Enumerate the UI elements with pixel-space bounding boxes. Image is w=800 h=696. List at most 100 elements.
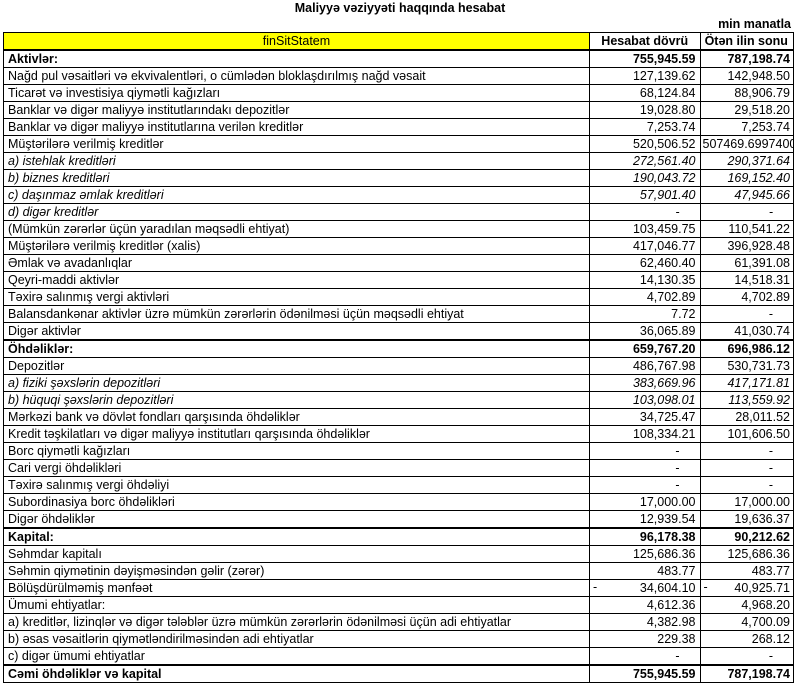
cell-value: 787,198.74 — [727, 666, 790, 681]
cell-value: 127,139.62 — [632, 68, 696, 83]
current-period-value: 4,702.89 — [588, 288, 701, 306]
current-period-value: - — [588, 459, 701, 477]
current-period-value: 520,506.52 — [588, 135, 701, 153]
negative-sign: - — [703, 580, 708, 595]
cell-value: 19,636.37 — [734, 511, 790, 526]
current-period-value: 7,253.74 — [588, 118, 701, 136]
current-period-value: 229.38 — [588, 630, 701, 648]
table-row: Mərkəzi bank və dövlət fondları qarşısın… — [3, 408, 794, 426]
cell-value: 68,124.84 — [639, 85, 696, 100]
previous-year-value: 787,198.74 — [699, 49, 794, 68]
row-label: Banklar və digər maliyyə institutlarına … — [3, 118, 590, 136]
previous-year-value: - 40,925.71 — [699, 579, 794, 597]
previous-year-value: 125,686.36 — [699, 545, 794, 563]
row-label: Nağd pul vəsaitləri və ekvivalentləri, o… — [3, 67, 590, 85]
previous-year-value: - — [699, 305, 794, 323]
cell-value: 4,612.36 — [646, 597, 696, 612]
table-row: Banklar və digər maliyyə institutlarında… — [3, 101, 794, 119]
table-row: Balansdankənar aktivlər üzrə mümkün zərə… — [3, 305, 794, 323]
cell-value: 57,901.40 — [639, 187, 696, 202]
row-label: Səhmdar kapitalı — [3, 545, 590, 563]
cell-value: 34,725.47 — [639, 409, 696, 424]
previous-year-value: 696,986.12 — [699, 339, 794, 358]
table-row: c) daşınmaz əmlak kreditləri 57,901.40 47,… — [3, 186, 794, 204]
row-label: Digər öhdəliklər — [3, 510, 590, 529]
cell-value: 62,460.40 — [639, 255, 696, 270]
table-row: Əmlak və avadanlıqlar 62,460.40 61,391.08 — [3, 254, 794, 272]
previous-year-value: 88,906.79 — [699, 84, 794, 102]
previous-year-value: 17,000.00 — [699, 493, 794, 511]
current-period-value: 4,612.36 — [588, 596, 701, 614]
cell-value: 90,212.62 — [734, 529, 790, 544]
cell-value: 17,000.00 — [639, 494, 696, 509]
cell-value: 7,253.74 — [741, 119, 790, 134]
table-row: Müştərilərə verilmiş kreditlər (xalis) 41… — [3, 237, 794, 255]
cell-value: 417,171.81 — [727, 375, 790, 390]
row-label: Kredit təşkilatları və digər maliyyə ins… — [3, 425, 590, 443]
previous-year-value: 101,606.50 — [699, 425, 794, 443]
row-label: Cəmi öhdəliklər və kapital — [3, 664, 590, 683]
row-label: (Mümkün zərərlər üçün yaradılan məqsədli… — [3, 220, 590, 238]
cell-value: 96,178.38 — [639, 529, 696, 544]
row-label: Müştərilərə verilmiş kreditlər — [3, 135, 590, 153]
cell-value: - — [675, 204, 680, 219]
table-row: c) digər ümumi ehtiyatlar - - — [3, 647, 794, 666]
table-row: Kredit təşkilatları və digər maliyyə ins… — [3, 425, 794, 443]
row-label: b) biznes kreditləri — [3, 169, 590, 187]
cell-value: 696,986.12 — [727, 341, 790, 356]
cell-value: 12,939.54 — [639, 511, 696, 526]
previous-year-value: 507469.6997400 — [699, 135, 794, 153]
table-row: Səhmin qiymətinin dəyişməsindən gəlir (z… — [3, 562, 794, 580]
row-label: Öhdəliklər: — [3, 339, 590, 358]
cell-value: 507469.6997400 — [702, 136, 794, 151]
row-label: Cari vergi öhdəlikləri — [3, 459, 590, 477]
row-label: Banklar və digər maliyyə institutlarında… — [3, 101, 590, 119]
table-row: Kapital: 96,178.38 90,212.62 — [3, 527, 794, 546]
cell-value: 659,767.20 — [632, 341, 696, 356]
header-current-period: Hesabat dövrü — [588, 32, 701, 51]
current-period-value: 36,065.89 — [588, 322, 701, 341]
previous-year-value: 14,518.31 — [699, 271, 794, 289]
table-row: a) istehlak kreditləri 272,561.40 290,371.… — [3, 152, 794, 170]
cell-value: 272,561.40 — [632, 153, 696, 168]
negative-sign: - — [592, 580, 598, 595]
table-row: a) kreditlər, lizinqlər və digər tələblə… — [3, 613, 794, 631]
cell-value: 290,371.64 — [727, 153, 790, 168]
previous-year-value: 169,152.40 — [699, 169, 794, 187]
table-row: Nağd pul vəsaitləri və ekvivalentləri, o… — [3, 67, 794, 85]
financial-statement-table: finSitStatem Hesabat dövrü Ötən ilin son… — [3, 32, 794, 683]
row-label: Kapital: — [3, 527, 590, 546]
current-period-value: 659,767.20 — [588, 339, 701, 358]
table-row: Subordinasiya borc öhdəlikləri 17,000.00 1… — [3, 493, 794, 511]
cell-value: 190,043.72 — [632, 170, 696, 185]
row-label: a) fiziki şəxslərin depozitləri — [3, 374, 590, 392]
row-label: Borc qiymətli kağızları — [3, 442, 590, 460]
previous-year-value: 110,541.22 — [699, 220, 794, 238]
cell-value: - — [768, 204, 773, 219]
row-label: Mərkəzi bank və dövlət fondları qarşısın… — [3, 408, 590, 426]
cell-value: 755,945.59 — [632, 51, 696, 66]
current-period-value: - — [588, 476, 701, 494]
table-row: b) biznes kreditləri 190,043.72 169,152.40 — [3, 169, 794, 187]
row-label: a) kreditlər, lizinqlər və digər tələblə… — [3, 613, 590, 631]
table-row: Depozitlər 486,767.98 530,731.73 — [3, 357, 794, 375]
row-label: Digər aktivlər — [3, 322, 590, 341]
current-period-value: 62,460.40 — [588, 254, 701, 272]
previous-year-value: 61,391.08 — [699, 254, 794, 272]
cell-value: 4,702.89 — [741, 289, 790, 304]
current-period-value: 19,028.80 — [588, 101, 701, 119]
cell-value: 29,518.20 — [734, 102, 790, 117]
cell-value: 108,334.21 — [632, 426, 696, 441]
row-label: Bölüşdürülməmiş mənfəət — [3, 579, 590, 597]
cell-value: - — [675, 648, 680, 663]
cell-value: 486,767.98 — [632, 358, 696, 373]
previous-year-value: 4,702.89 — [699, 288, 794, 306]
cell-value: 4,700.09 — [741, 614, 790, 629]
current-period-value: 755,945.59 — [588, 49, 701, 68]
cell-value: 483.77 — [657, 563, 696, 578]
current-period-value: - — [588, 442, 701, 460]
row-label: Balansdankənar aktivlər üzrə mümkün zərə… — [3, 305, 590, 323]
cell-value: 530,731.73 — [727, 358, 790, 373]
current-period-value: 383,669.96 — [588, 374, 701, 392]
previous-year-value: - — [699, 647, 794, 666]
